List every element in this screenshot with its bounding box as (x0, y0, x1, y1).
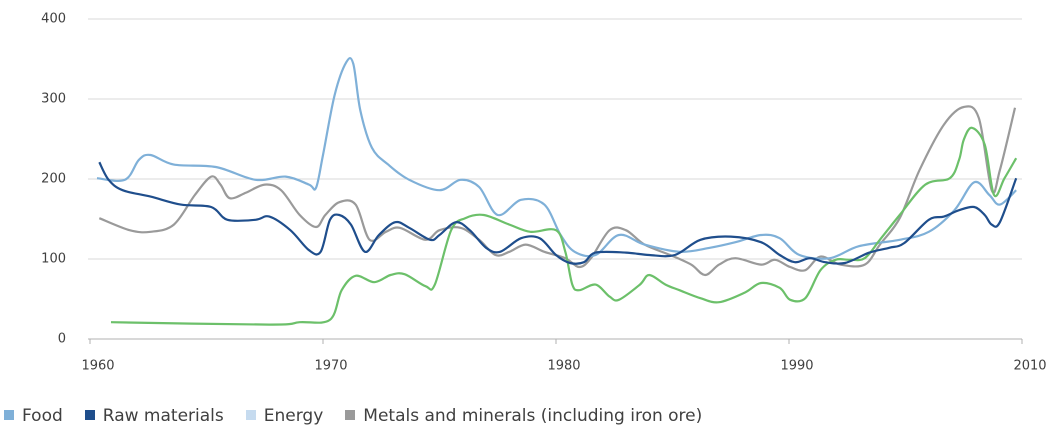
legend-swatch (84, 410, 95, 420)
legend-item: Raw materials (84, 406, 224, 426)
line (110, 126, 1018, 326)
y-tick-label: 400 (41, 12, 66, 27)
legend-label: Energy (263, 406, 324, 426)
legend-item: Energy (245, 406, 324, 426)
line (98, 161, 1018, 265)
legend-label: Raw materials (102, 406, 224, 426)
x-tick-label: 1990 (780, 359, 813, 374)
legend: Food Raw materials Energy Metals and minera… (4, 406, 702, 426)
x-tick-label: 2010 (1013, 359, 1046, 374)
y-tick-label: 0 (58, 332, 66, 347)
y-tick-label: 300 (41, 92, 66, 107)
legend-label: Metals and minerals (including iron ore) (363, 406, 703, 426)
legend-item: Metals and minerals (including iron ore) (345, 406, 702, 426)
legend-swatch (345, 410, 356, 420)
x-tick-label: 1960 (81, 359, 114, 374)
chart: 0 100 200 300 400 1960 1970 1980 1990 2010 (41, 12, 1046, 374)
legend-swatch (245, 410, 256, 420)
y-tick-label: 200 (41, 172, 66, 187)
x-tick-label: 1970 (314, 359, 347, 374)
legend-item: Food (4, 406, 63, 426)
x-tick-label: 1980 (547, 359, 580, 374)
legend-swatch (4, 410, 14, 420)
y-tick-label: 100 (41, 252, 66, 267)
legend-label: Food (22, 406, 63, 426)
line (96, 56, 1017, 260)
